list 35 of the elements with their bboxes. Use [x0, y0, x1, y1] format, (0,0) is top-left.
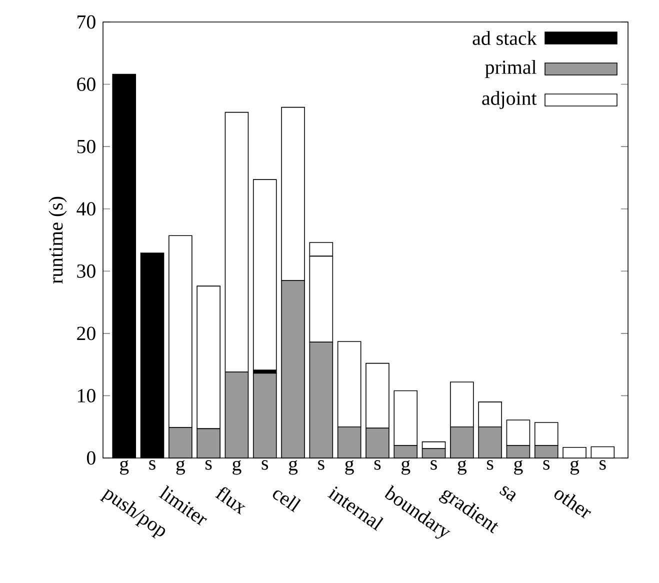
x-tick-label: s [262, 460, 268, 470]
x-tick-label: s [318, 460, 324, 470]
x-tick-label: g [458, 460, 467, 475]
x-tick-label: g [120, 460, 129, 475]
x-tick-label: g [288, 460, 298, 475]
x-tick-label: g [232, 460, 242, 475]
legend-label: ad stack [472, 30, 537, 45]
y-tick-label: 0 [86, 451, 96, 465]
y-axis-title: runtime (s) [48, 196, 67, 284]
x-tick-label: s [430, 460, 437, 470]
y-tick-label: 10 [78, 388, 96, 402]
text: cell [272, 490, 301, 512]
y-tick-label: 50 [77, 140, 96, 154]
x-tick-label: s [487, 460, 494, 470]
x-tick-label: s [206, 460, 212, 470]
x-tick-label: g [570, 460, 580, 475]
x-tick-label: s [374, 460, 381, 470]
x-tick-label: s [543, 460, 550, 470]
y-tick-label: 70 [78, 15, 96, 29]
x-tick-label: g [402, 460, 410, 475]
text: sa [499, 486, 516, 502]
y-tick-label: 40 [76, 202, 96, 216]
y-tick-label: 60 [77, 78, 96, 91]
legend-label: adjoint [482, 90, 537, 110]
text: flux [215, 487, 246, 515]
x-tick-label: g [176, 460, 186, 475]
x-tick-label: s [600, 460, 606, 470]
x-tick-label: s [149, 460, 156, 470]
x-tick-label: g [514, 460, 523, 475]
text: other [554, 490, 592, 519]
x-tick-label: g [345, 460, 354, 475]
legend-label: primal [485, 60, 536, 78]
y-tick-label: 20 [77, 326, 96, 340]
y-tick-label: 30 [77, 264, 96, 278]
bar [252, 179, 277, 371]
